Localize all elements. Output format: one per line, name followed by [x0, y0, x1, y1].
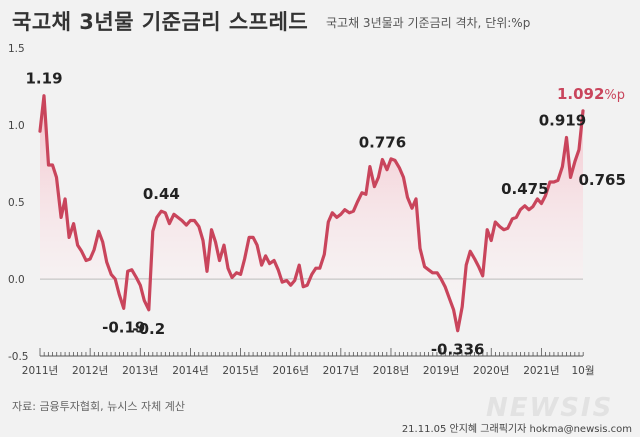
data-label-unit: %p	[604, 88, 625, 103]
spread-line	[38, 94, 585, 333]
graphic-credit: 21.11.05 안지혜 그래픽기자 hokma@newsis.com	[401, 424, 632, 435]
data-label: -0.19	[102, 318, 145, 336]
plot-area	[38, 94, 585, 333]
x-tick-label: 2013년	[122, 365, 158, 377]
y-tick-label: 1.0	[8, 120, 25, 132]
x-tick-label: 10월	[571, 365, 594, 377]
x-tick-label: 2018년	[373, 365, 409, 377]
data-label: -0.2	[132, 320, 165, 338]
x-tick-label: 2016년	[272, 365, 308, 377]
data-label: 0.475	[501, 180, 548, 198]
x-tick-label: 2015년	[222, 365, 258, 377]
x-tick-label: 2017년	[323, 365, 359, 377]
data-label: 0.765	[578, 171, 625, 189]
y-tick-label: 0.0	[8, 274, 25, 286]
y-tick-label: 1.5	[8, 43, 25, 55]
data-label: -0.336	[431, 341, 485, 359]
data-label: 1.092%p	[557, 85, 625, 103]
chart-title: 국고채 3년물 기준금리 스프레드	[12, 10, 309, 34]
data-label: 0.919	[539, 111, 586, 129]
data-label: 0.776	[359, 133, 406, 151]
y-tick-label: 0.5	[8, 197, 25, 209]
x-tick-label: 2020년	[473, 365, 509, 377]
source-note: 자료: 금융투자협회, 뉴시스 자체 계산	[12, 400, 185, 413]
x-tick-label: 2012년	[72, 365, 108, 377]
data-labels: 1.19 -0.19-0.2 0.44 0.776 -0.336 0.475 0.919 0.…	[26, 70, 626, 359]
newsis-watermark: NEWSIS	[486, 393, 614, 423]
x-tick-label: 2011년	[22, 365, 58, 377]
spread-area	[40, 95, 583, 331]
y-tick-label: -0.5	[8, 351, 29, 363]
data-label: 0.44	[143, 185, 180, 203]
data-label: 1.19	[26, 70, 63, 88]
x-tick-label: 2014년	[172, 365, 208, 377]
x-axis: 2011년 2012년 2013년 2014년 2015년 2016년 2017년 2018년…	[22, 348, 595, 377]
x-tick-label: 2019년	[423, 365, 459, 377]
x-tick-label: 2021년	[523, 365, 559, 377]
chart-subtitle: 국고채 3년물과 기준금리 격차, 단위:%p	[326, 16, 531, 30]
y-axis: -0.5 0.0 0.5 1.0 1.5	[8, 43, 29, 363]
